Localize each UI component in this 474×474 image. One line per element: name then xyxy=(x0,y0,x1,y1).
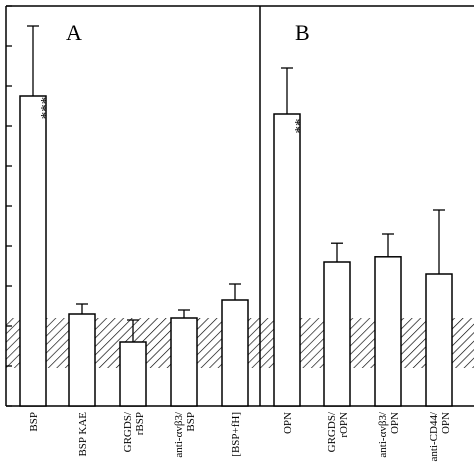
category-label-grgds-ropn: GRGDS/rOPN xyxy=(326,411,350,452)
category-label-line-grgds-rbsp-2: rBSP xyxy=(134,412,146,435)
category-label-bsp-fh: [BSP+fH] xyxy=(230,412,242,457)
bar-bsp-fh xyxy=(221,299,249,407)
category-label-line-bsp-kae-1: BSP KAE xyxy=(77,412,89,457)
panel-label-b: B xyxy=(295,20,310,45)
bars-layer xyxy=(19,25,453,407)
category-label-line-anti-v-3-opn-2: OPN xyxy=(389,412,401,434)
category-label-bsp-kae: BSP KAE xyxy=(77,412,89,457)
category-label-line-bsp-1: BSP xyxy=(28,412,40,432)
category-label-opn: OPN xyxy=(282,412,294,434)
category-label-line-grgds-rbsp-1: GRGDS/ xyxy=(122,411,134,452)
category-label-grgds-rbsp: GRGDS/rBSP xyxy=(122,411,146,452)
category-label-line-bsp-fh-1: [BSP+fH] xyxy=(230,412,242,457)
category-label-line-anti-cd44-opn-2: OPN xyxy=(440,412,452,434)
significance-label-bsp: *** xyxy=(33,97,49,120)
category-label-line-grgds-ropn-1: GRGDS/ xyxy=(326,411,338,452)
bar-anti-v-3-opn xyxy=(374,256,402,407)
category-label-anti-v-3-opn: anti-αvβ3/OPN xyxy=(377,411,401,458)
category-label-anti-v-3-bsp: anti-αvβ3/BSP xyxy=(173,411,197,458)
category-label-line-anti-v-3-bsp-2: BSP xyxy=(185,412,197,432)
labels-layer: A *** BSP BSP KAE GRGDS/rBSP anti-αvβ3/BSP [BS… xyxy=(28,20,452,462)
category-label-line-anti-cd44-opn-1: anti-CD44/ xyxy=(428,411,440,461)
panel-label-a: A xyxy=(66,20,82,45)
category-label-anti-cd44-opn: anti-CD44/OPN xyxy=(428,411,452,461)
bar-grgds-rbsp xyxy=(119,341,147,407)
significance-label-opn: ** xyxy=(287,119,303,134)
bar-bsp xyxy=(19,95,47,407)
bar-opn xyxy=(273,113,301,407)
bar-grgds-ropn xyxy=(323,261,351,407)
bar-bsp-kae xyxy=(68,313,96,407)
category-label-bsp: BSP xyxy=(28,412,40,432)
bar-anti-cd44-opn xyxy=(425,273,453,407)
bar-anti-v-3-bsp xyxy=(170,317,198,407)
category-label-line-opn-1: OPN xyxy=(282,412,294,434)
category-label-line-anti-v-3-opn-1: anti-αvβ3/ xyxy=(377,411,389,458)
category-label-line-anti-v-3-bsp-1: anti-αvβ3/ xyxy=(173,411,185,458)
category-label-line-grgds-ropn-2: rOPN xyxy=(338,412,350,438)
